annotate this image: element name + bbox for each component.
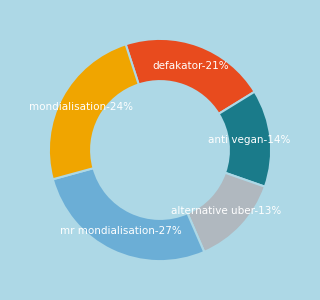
Text: mr mondialisation-27%: mr mondialisation-27% (60, 226, 182, 236)
Wedge shape (219, 92, 271, 187)
Wedge shape (188, 173, 265, 252)
Text: mondialisation-24%: mondialisation-24% (29, 102, 133, 112)
Wedge shape (126, 39, 255, 114)
Text: alternative uber-13%: alternative uber-13% (171, 206, 281, 216)
Wedge shape (49, 44, 139, 179)
Text: defakator-21%: defakator-21% (153, 61, 229, 70)
Wedge shape (53, 168, 204, 261)
Text: anti vegan-14%: anti vegan-14% (208, 135, 291, 145)
